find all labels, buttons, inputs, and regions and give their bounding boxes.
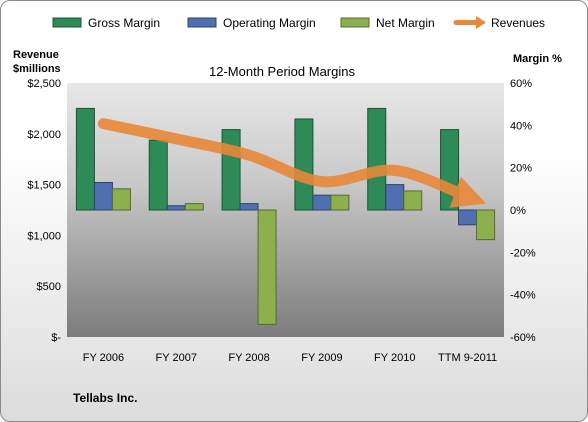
bar-gross-margin-fy-2010 (367, 107, 387, 211)
category-label: FY 2009 (301, 352, 342, 364)
legend-swatch (187, 17, 217, 28)
category-label: FY 2010 (374, 352, 415, 364)
bar-net-margin-fy-2008 (257, 209, 277, 325)
bar-net-margin-ttm-9-2011 (476, 209, 496, 241)
chart-title: 12-Month Period Margins (209, 64, 355, 79)
legend-label: Revenues (491, 16, 545, 30)
legend-swatch (52, 17, 82, 28)
left-axis-label-line1: Revenue (13, 49, 59, 61)
bar-operating-margin-fy-2010 (385, 184, 405, 211)
bar-operating-margin-ttm-9-2011 (458, 209, 478, 226)
category-label: FY 2008 (228, 352, 269, 364)
left-axis-label-line2: $millions (13, 63, 61, 75)
left-tick-label: $2,000 (27, 129, 61, 141)
right-tick-label: 40% (510, 120, 532, 132)
plot-area (67, 83, 504, 337)
bar-gross-margin-fy-2006 (75, 107, 95, 211)
bar-net-margin-fy-2007 (184, 203, 204, 211)
right-tick-label: 0% (510, 205, 526, 217)
legend-swatch (340, 17, 370, 28)
legend-label: Gross Margin (88, 16, 160, 30)
right-tick-label: 20% (510, 163, 532, 175)
right-tick-label: 60% (510, 78, 532, 90)
bar-gross-margin-fy-2009 (294, 118, 314, 211)
left-tick-label: $2,500 (27, 78, 61, 90)
right-axis-label: Margin % (513, 53, 562, 65)
left-tick-label: $- (51, 332, 61, 344)
bar-gross-margin-fy-2008 (221, 129, 241, 211)
left-tick-label: $1,500 (27, 180, 61, 192)
category-label: FY 2007 (156, 352, 197, 364)
category-label: FY 2006 (83, 352, 124, 364)
bar-operating-margin-fy-2007 (166, 205, 186, 211)
right-tick-label: -40% (510, 290, 536, 302)
bar-gross-margin-fy-2007 (148, 139, 168, 211)
revenues-line (97, 118, 487, 208)
bar-operating-margin-fy-2009 (312, 194, 332, 211)
left-tick-label: $500 (37, 281, 61, 293)
bar-operating-margin-fy-2006 (93, 181, 113, 211)
legend-label: Net Margin (376, 16, 435, 30)
category-label: TTM 9-2011 (438, 352, 497, 364)
legend-label: Operating Margin (223, 16, 316, 30)
left-tick-label: $1,000 (27, 230, 61, 242)
right-tick-label: -20% (510, 247, 536, 259)
right-tick-label: -60% (510, 332, 536, 344)
bar-operating-margin-fy-2008 (239, 203, 259, 211)
bar-gross-margin-ttm-9-2011 (440, 129, 460, 211)
bar-net-margin-fy-2010 (403, 190, 423, 211)
bar-net-margin-fy-2009 (330, 194, 350, 211)
company-name: Tellabs Inc. (73, 391, 137, 405)
bar-net-margin-fy-2006 (111, 188, 131, 211)
